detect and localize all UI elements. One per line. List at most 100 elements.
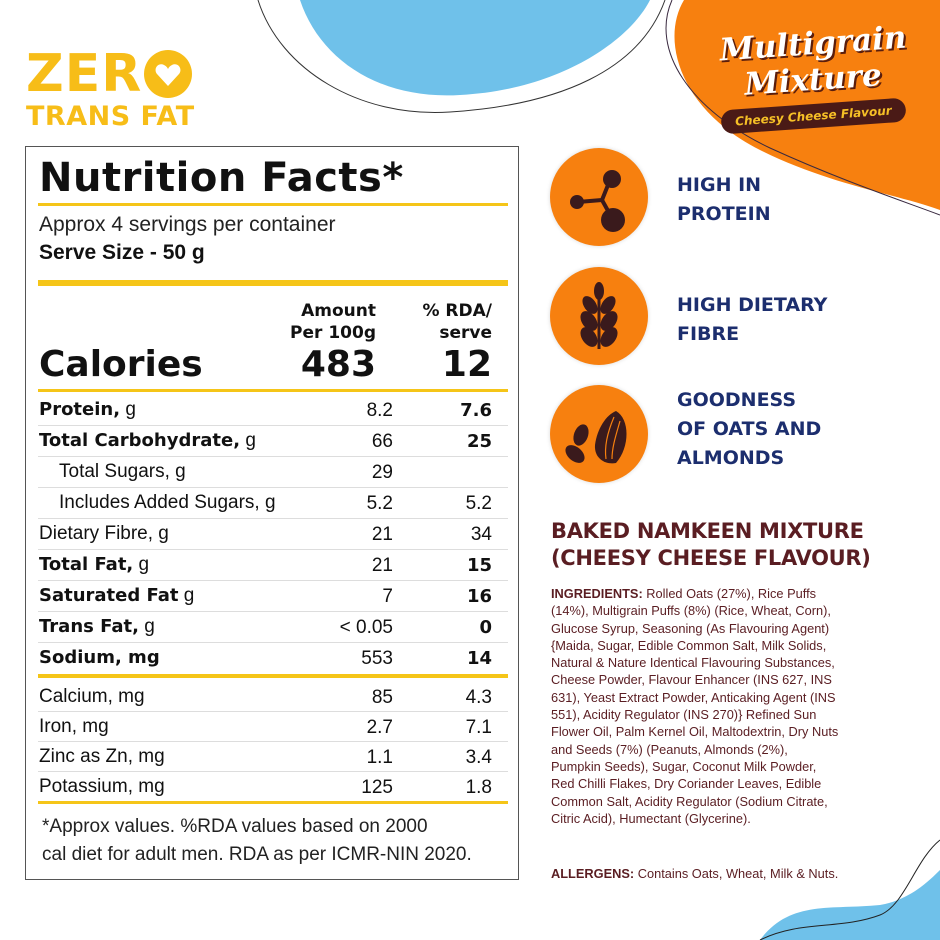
calories-rda: 12 bbox=[441, 344, 492, 385]
footnote: *Approx values. %RDA values based on 200… bbox=[42, 813, 472, 869]
table-row: Saturated Fat g 7 16 bbox=[38, 581, 508, 612]
mineral-rda: 7.1 bbox=[465, 717, 492, 738]
nutrient-rda: 25 bbox=[466, 431, 492, 452]
claim-text: HIGH IN PROTEIN bbox=[677, 174, 771, 225]
heart-icon bbox=[144, 50, 193, 98]
nutrient-amount: 553 bbox=[361, 648, 393, 669]
claim-oats-almonds: GOODNESS OF OATS AND ALMONDS bbox=[550, 385, 880, 483]
table-row: Protein, g 8.2 7.6 bbox=[38, 395, 508, 426]
nutrient-rows: Protein, g 8.2 7.6 Total Carbohydrate, g 66… bbox=[38, 395, 508, 673]
claim-text: HIGH DIETARY FIBRE bbox=[677, 294, 828, 345]
calories-amount: 483 bbox=[300, 344, 376, 385]
allergens-text: ALLERGENS: Contains Oats, Wheat, Milk & … bbox=[551, 866, 871, 881]
table-row: Potassium, mg 125 1.8 bbox=[38, 772, 508, 801]
mineral-name: Iron, mg bbox=[39, 716, 109, 737]
nutrient-unit: g bbox=[133, 554, 150, 575]
nutrient-amount: 5.2 bbox=[366, 493, 393, 514]
nutrient-rda: 34 bbox=[470, 524, 492, 545]
badge-zero-text: ZER bbox=[26, 44, 143, 104]
nutrient-amount: 21 bbox=[371, 555, 393, 576]
divider-yellow bbox=[38, 801, 508, 804]
rda-column-header: % RDA/ serve bbox=[396, 300, 492, 344]
nutrient-rda: 14 bbox=[466, 648, 492, 669]
mineral-amount: 125 bbox=[361, 777, 393, 798]
nutrient-rda: 15 bbox=[466, 555, 492, 576]
nutrient-amount: 66 bbox=[371, 431, 393, 452]
nutrient-name: Saturated Fat bbox=[39, 585, 179, 606]
nutrient-rda: 16 bbox=[466, 586, 492, 607]
allergens-label: ALLERGENS: bbox=[551, 866, 635, 881]
divider-yellow-thick bbox=[38, 280, 508, 286]
allergens-list: Contains Oats, Wheat, Milk & Nuts. bbox=[634, 866, 839, 881]
nutrient-amount: < 0.05 bbox=[339, 617, 393, 638]
mineral-rda: 4.3 bbox=[465, 687, 492, 708]
nutrient-name: Dietary Fibre, g bbox=[39, 523, 169, 544]
table-row: Iron, mg 2.7 7.1 bbox=[38, 712, 508, 742]
table-row: Trans Fat, g < 0.05 0 bbox=[38, 612, 508, 643]
zero-trans-fat-badge: ZER TRANS FAT bbox=[26, 48, 195, 132]
nutrient-name: Trans Fat, bbox=[39, 616, 139, 637]
mineral-name: Zinc as Zn, mg bbox=[39, 746, 165, 767]
nutrient-rda: 5.2 bbox=[465, 493, 492, 514]
ingredients-label: INGREDIENTS: bbox=[551, 586, 643, 601]
nutrient-amount: 29 bbox=[371, 462, 393, 483]
nutrient-amount: 8.2 bbox=[366, 400, 393, 421]
footnote-line2: cal diet for adult men. RDA as per ICMR-… bbox=[42, 844, 472, 865]
nutrient-name: Includes Added Sugars, g bbox=[59, 492, 276, 513]
claim-text: GOODNESS OF OATS AND ALMONDS bbox=[677, 389, 822, 469]
amount-column-header: Amount Per 100g bbox=[266, 300, 376, 344]
table-row: Total Carbohydrate, g 66 25 bbox=[38, 426, 508, 457]
ingredients-list: Rolled Oats (27%), Rice Puffs (14%), Mul… bbox=[551, 586, 839, 826]
mineral-amount: 1.1 bbox=[366, 747, 393, 768]
nutrient-name: Total Fat, bbox=[39, 554, 134, 575]
nutrient-name: Protein, bbox=[39, 399, 121, 420]
table-row: Total Fat, g 21 15 bbox=[38, 550, 508, 581]
footnote-line1: *Approx values. %RDA values based on 200… bbox=[42, 816, 428, 837]
claim-protein: HIGH IN PROTEIN bbox=[550, 148, 880, 246]
amount-header-line1: Amount bbox=[301, 301, 376, 321]
nutrient-rda: 0 bbox=[479, 617, 492, 638]
table-row: Calcium, mg 85 4.3 bbox=[38, 682, 508, 712]
servings-per-container: Approx 4 servings per container bbox=[39, 213, 336, 236]
wheat-icon bbox=[550, 267, 648, 365]
amount-header-line2: Per 100g bbox=[290, 323, 376, 343]
rda-header-line1: % RDA/ bbox=[422, 301, 492, 321]
table-row: Dietary Fibre, g 21 34 bbox=[38, 519, 508, 550]
divider-yellow bbox=[38, 203, 508, 206]
nutrition-facts-panel: Nutrition Facts* Approx 4 servings per c… bbox=[25, 146, 519, 880]
nutrient-unit: g bbox=[178, 585, 195, 606]
mineral-rda: 3.4 bbox=[465, 747, 492, 768]
divider-yellow bbox=[38, 674, 508, 678]
claim-fibre: HIGH DIETARY FIBRE bbox=[550, 267, 880, 365]
nutrition-title: Nutrition Facts* bbox=[39, 155, 404, 201]
nutrient-rda: 7.6 bbox=[460, 400, 492, 421]
product-title: BAKED NAMKEEN MIXTURE (CHEESY CHEESE FLA… bbox=[551, 519, 871, 570]
nutrient-name: Total Sugars, g bbox=[59, 461, 186, 482]
nutrient-unit: g bbox=[240, 430, 256, 451]
mineral-amount: 2.7 bbox=[366, 717, 393, 738]
divider-yellow bbox=[38, 389, 508, 392]
nutrient-amount: 7 bbox=[382, 586, 393, 607]
mineral-name: Potassium, mg bbox=[39, 776, 165, 797]
nutrient-name: Total Carbohydrate, bbox=[39, 430, 241, 451]
flavour-pill: Cheesy Cheese Flavour bbox=[719, 97, 907, 135]
table-row: Total Sugars, g 29 bbox=[38, 457, 508, 488]
molecule-icon bbox=[550, 148, 648, 246]
rda-header-line2: serve bbox=[439, 323, 492, 343]
mineral-name: Calcium, mg bbox=[39, 686, 145, 707]
nutrient-amount: 21 bbox=[371, 524, 393, 545]
nutrient-unit: g bbox=[120, 399, 136, 420]
calories-label: Calories bbox=[39, 344, 203, 385]
ingredients-text: INGREDIENTS: Rolled Oats (27%), Rice Puf… bbox=[551, 585, 841, 827]
table-row: Zinc as Zn, mg 1.1 3.4 bbox=[38, 742, 508, 772]
serve-size: Serve Size - 50 g bbox=[39, 241, 205, 264]
table-row: Sodium, mg 553 14 bbox=[38, 643, 508, 673]
badge-trans-fat-text: TRANS FAT bbox=[26, 101, 195, 132]
nutrient-name: Sodium, mg bbox=[39, 647, 160, 668]
mineral-amount: 85 bbox=[371, 687, 393, 708]
nutrient-unit: g bbox=[138, 616, 155, 637]
mineral-rows: Calcium, mg 85 4.3 Iron, mg 2.7 7.1 Zinc as … bbox=[38, 682, 508, 801]
mineral-rda: 1.8 bbox=[465, 777, 492, 798]
table-row: Includes Added Sugars, g 5.2 5.2 bbox=[38, 488, 508, 519]
brand-logo: Multigrain Mixture Cheesy Cheese Flavour bbox=[708, 20, 918, 135]
